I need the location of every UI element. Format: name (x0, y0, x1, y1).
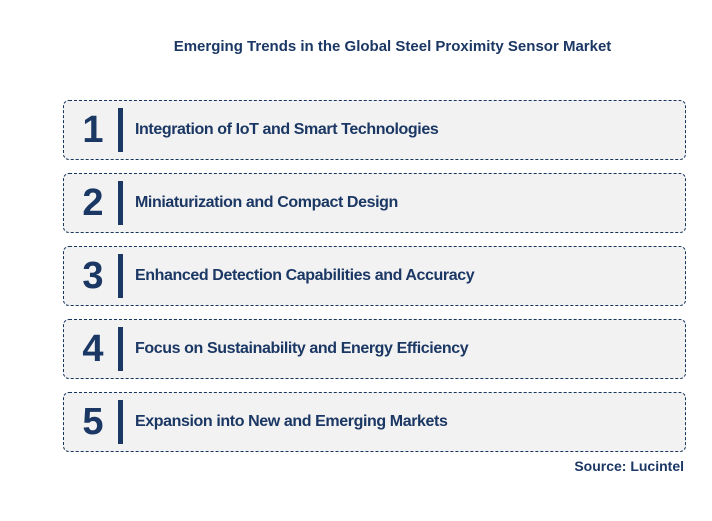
trend-label: Focus on Sustainability and Energy Effic… (135, 340, 469, 357)
divider-bar (118, 400, 123, 444)
trend-label: Enhanced Detection Capabilities and Accu… (135, 267, 475, 284)
trend-row: 4 Focus on Sustainability and Energy Eff… (63, 319, 686, 379)
trend-number: 3 (82, 255, 104, 297)
trend-label: Integration of IoT and Smart Technologie… (135, 121, 439, 138)
trend-number: 1 (82, 109, 104, 151)
trend-row: 2 Miniaturization and Compact Design (63, 173, 686, 233)
source-credit: Source: Lucintel (574, 458, 684, 474)
trend-list: 1 Integration of IoT and Smart Technolog… (63, 100, 686, 465)
trend-row: 3 Enhanced Detection Capabilities and Ac… (63, 246, 686, 306)
trend-number: 2 (82, 182, 104, 224)
divider-bar (118, 327, 123, 371)
trend-label: Expansion into New and Emerging Markets (135, 413, 448, 430)
divider-bar (118, 108, 123, 152)
divider-bar (118, 181, 123, 225)
trend-row: 1 Integration of IoT and Smart Technolog… (63, 100, 686, 160)
trend-number: 5 (82, 401, 104, 443)
page-title: Emerging Trends in the Global Steel Prox… (173, 38, 612, 55)
trend-label: Miniaturization and Compact Design (135, 194, 398, 211)
trend-row: 5 Expansion into New and Emerging Market… (63, 392, 686, 452)
trend-number: 4 (82, 328, 104, 370)
divider-bar (118, 254, 123, 298)
